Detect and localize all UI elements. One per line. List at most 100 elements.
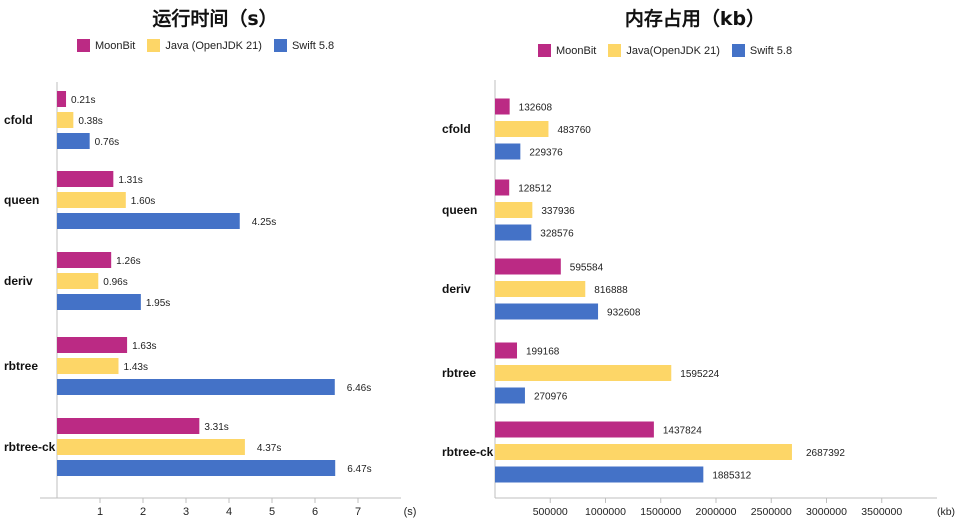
x-tick-label: 1 — [97, 506, 103, 518]
data-label: 1437824 — [663, 426, 702, 437]
legend-swatch-swift — [731, 44, 745, 57]
bar-moonbit — [57, 418, 200, 434]
bar-java — [495, 121, 549, 137]
x-tick-label: 1500000 — [640, 506, 681, 518]
legend-label-moonbit: MoonBit — [556, 44, 597, 57]
runtime-chart-plot: 1 2 3 4 5 6 7 (s) cfold 0.21s 0.38s 0.76s queen 1.31s… — [4, 82, 417, 518]
data-label: 6.46s — [347, 383, 371, 394]
legend-label-moonbit: MoonBit — [95, 39, 136, 52]
legend-item-java: Java (OpenJDK 21) — [147, 39, 262, 52]
x-tick-label: 7 — [355, 506, 361, 518]
data-label: 816888 — [594, 285, 628, 296]
category-label: queen — [442, 203, 477, 217]
bar-java — [57, 112, 74, 128]
data-label: 132608 — [519, 103, 553, 114]
bar-java — [57, 439, 245, 455]
data-label: 0.76s — [95, 137, 119, 148]
memory-chart-panel: 内存占用（kb） MoonBit Java(OpenJDK 21) Swift … — [430, 0, 960, 522]
x-tick-label: 500000 — [533, 506, 568, 518]
memory-chart-plot: 500000 1000000 1500000 2000000 2500000 300000… — [442, 80, 955, 518]
x-tick-label: 3 — [183, 506, 189, 518]
bar-java — [495, 444, 792, 460]
data-label: 1.95s — [146, 298, 170, 309]
bar-moonbit — [57, 337, 128, 353]
data-label: 932608 — [607, 308, 641, 319]
bar-java — [495, 365, 672, 381]
category-label: rbtree-ck — [442, 445, 494, 459]
data-label: 1.60s — [131, 196, 155, 207]
legend-swatch-java — [608, 44, 622, 57]
memory-chart-title: 内存占用（kb） — [624, 8, 766, 30]
bar-swift — [495, 224, 532, 241]
data-label: 1.43s — [123, 362, 147, 373]
legend-label-java: Java(OpenJDK 21) — [626, 44, 720, 57]
data-label: 128512 — [518, 184, 552, 195]
data-label: 1.26s — [116, 256, 140, 267]
bar-moonbit — [495, 342, 518, 359]
category-label: cfold — [442, 122, 471, 136]
legend-swatch-java — [147, 39, 161, 52]
x-tick-label: 5 — [269, 506, 275, 518]
legend-item-swift: Swift 5.8 — [731, 44, 793, 57]
bar-swift — [57, 213, 240, 229]
memory-chart-legend: MoonBit Java(OpenJDK 21) Swift 5.8 — [538, 44, 792, 57]
bar-java — [57, 273, 99, 289]
bar-moonbit — [495, 98, 510, 115]
data-label: 199168 — [526, 347, 560, 358]
bar-moonbit — [57, 171, 114, 187]
category-label: rbtree — [442, 366, 476, 380]
legend-label-java: Java (OpenJDK 21) — [165, 39, 262, 52]
bar-moonbit — [495, 421, 654, 438]
bar-swift — [495, 387, 525, 404]
legend-item-java: Java(OpenJDK 21) — [608, 44, 720, 57]
data-label: 337936 — [541, 206, 575, 217]
legend-item-moonbit: MoonBit — [538, 44, 596, 57]
data-label: 595584 — [570, 263, 604, 274]
x-axis-unit-label: (s) — [404, 506, 417, 518]
data-label: 483760 — [557, 125, 591, 136]
legend-item-swift: Swift 5.8 — [273, 39, 334, 52]
data-label: 0.96s — [103, 277, 127, 288]
legend-item-moonbit: MoonBit — [77, 39, 135, 52]
runtime-chart-panel: 运行时间（s） MoonBit Java (OpenJDK 21) Swift … — [0, 0, 430, 522]
x-tick-label: 3500000 — [861, 506, 902, 518]
bar-swift — [495, 466, 704, 483]
category-label: rbtree — [4, 359, 38, 373]
data-label: 270976 — [534, 392, 568, 403]
category-label: cfold — [4, 113, 33, 127]
x-tick-label: 3000000 — [806, 506, 847, 518]
data-label: 3.31s — [204, 422, 228, 433]
data-label: 0.21s — [71, 95, 95, 106]
bar-swift — [57, 294, 141, 310]
category-label: deriv — [4, 274, 33, 288]
bar-moonbit — [57, 91, 67, 107]
bar-java — [495, 202, 533, 218]
legend-swatch-moonbit — [77, 39, 90, 52]
bar-swift — [57, 379, 335, 395]
x-tick-label: 2 — [140, 506, 146, 518]
x-tick-label: 6 — [312, 506, 318, 518]
legend-swatch-swift — [273, 39, 287, 52]
data-label: 4.25s — [252, 217, 276, 228]
data-label: 328576 — [540, 229, 574, 240]
x-axis-unit-label: (kb) — [937, 506, 955, 518]
data-label: 1.63s — [132, 341, 156, 352]
bar-java — [495, 281, 586, 297]
data-label: 1595224 — [680, 369, 719, 380]
x-tick-label: 1000000 — [585, 506, 626, 518]
category-label: rbtree-ck — [4, 440, 56, 454]
legend-label-swift: Swift 5.8 — [749, 44, 793, 57]
runtime-chart-legend: MoonBit Java (OpenJDK 21) Swift 5.8 — [77, 39, 334, 52]
legend-swatch-moonbit — [538, 44, 551, 57]
bar-java — [57, 192, 126, 208]
bar-swift — [57, 460, 336, 476]
x-tick-label: 2000000 — [696, 506, 737, 518]
data-label: 6.47s — [347, 464, 371, 475]
data-label: 229376 — [529, 148, 563, 159]
bar-moonbit — [495, 258, 561, 275]
x-tick-label: 2500000 — [751, 506, 792, 518]
runtime-chart-title: 运行时间（s） — [152, 8, 278, 30]
data-label: 1885312 — [712, 471, 751, 482]
category-label: queen — [4, 193, 39, 207]
data-label: 2687392 — [806, 448, 845, 459]
